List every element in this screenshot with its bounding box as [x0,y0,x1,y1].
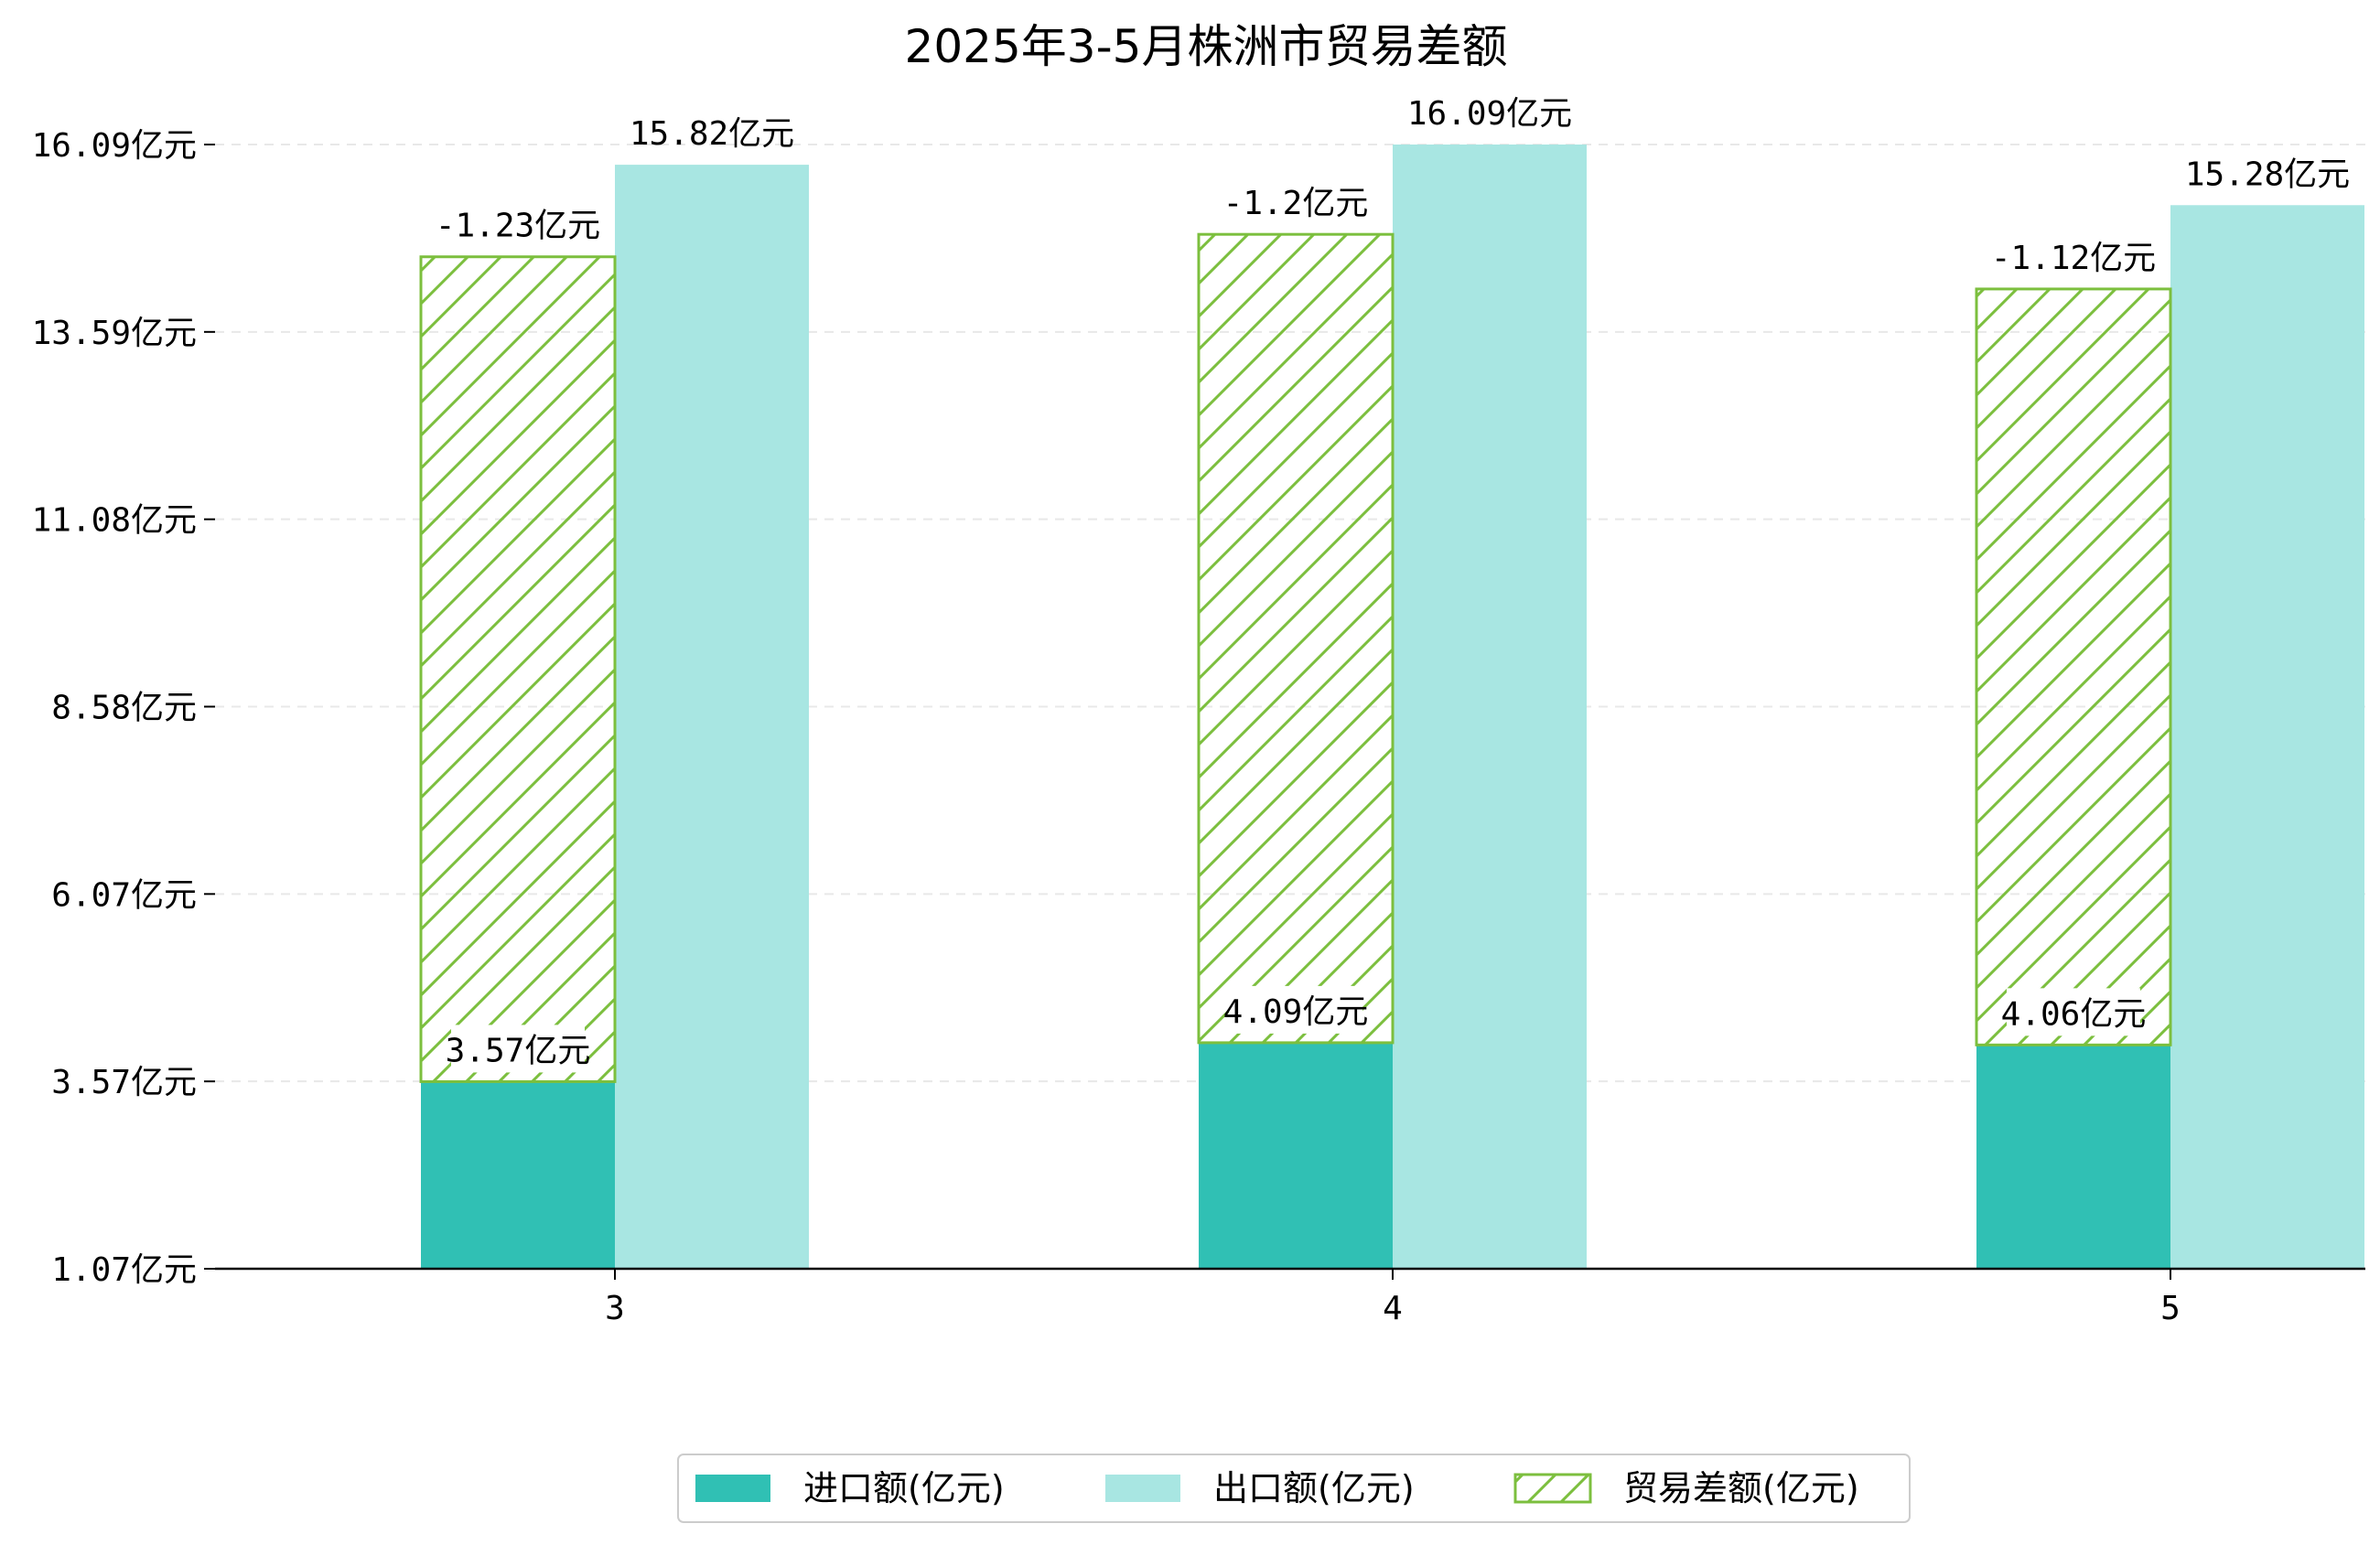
balance-bar [1975,287,2172,1046]
y-tick-label: 8.58亿元 [51,690,197,727]
data-label: -1.12亿元 [1991,240,2156,277]
chart-title: 2025年3-5月株洲市贸易差额 [905,20,1508,73]
data-label-bg [2007,988,2140,1036]
legend-label: 出口额(亿元) [1213,1468,1415,1508]
x-tick-label: 4 [1383,1290,1403,1327]
export-bar [2170,205,2364,1270]
data-label: 3.57亿元 [446,1032,591,1069]
y-tick-label: 3.57亿元 [51,1064,197,1101]
data-label: 15.82亿元 [630,115,794,153]
data-label-bg [451,1025,585,1073]
y-tick-label: 6.07亿元 [51,876,197,914]
data-label: 16.09亿元 [1407,95,1572,133]
data-label: 15.28亿元 [2185,156,2350,193]
legend-box [677,1454,1911,1523]
data-label: -1.2亿元 [1223,185,1369,222]
y-tick-label: 13.59亿元 [32,315,197,352]
legend-swatch [1105,1475,1180,1502]
balance-bar [419,255,617,1083]
legend-label: 贸易差额(亿元) [1623,1468,1859,1508]
data-labels: 3.57亿元 15.82亿元 -1.23亿元 4.09亿元 16.09亿元 -1.2亿元 4… [436,95,2350,1073]
legend-label: 进口额(亿元) [803,1468,1005,1508]
legend-swatch [695,1475,770,1502]
y-tick-label: 1.07亿元 [51,1251,197,1289]
data-label: 4.06亿元 [2001,995,2147,1033]
legend: 进口额(亿元) 出口额(亿元) 贸易差额(亿元) [677,1454,1911,1523]
data-label-bg [1229,985,1362,1034]
x-tick-label: 5 [2160,1290,2181,1327]
data-label: 4.09亿元 [1223,993,1369,1031]
data-label-bg [1229,177,1362,226]
import-bar [421,1081,615,1269]
y-tick-label: 11.08亿元 [32,502,197,540]
export-bar [615,165,809,1270]
export-bar [1393,145,1587,1269]
data-label: -1.23亿元 [436,208,600,245]
bars [419,145,2364,1270]
axes: 1.07亿元 3.57亿元 6.07亿元 8.58亿元 11.08亿元 13.59亿元 16… [32,127,2365,1327]
y-tick-label: 16.09亿元 [32,127,197,165]
import-bar [1199,1042,1393,1269]
legend-swatch [1513,1473,1592,1504]
import-bar [1976,1045,2170,1269]
data-label-bg [1998,231,2149,280]
data-label-bg [442,199,594,248]
x-tick-label: 3 [605,1290,625,1327]
balance-bar [1197,232,1395,1045]
